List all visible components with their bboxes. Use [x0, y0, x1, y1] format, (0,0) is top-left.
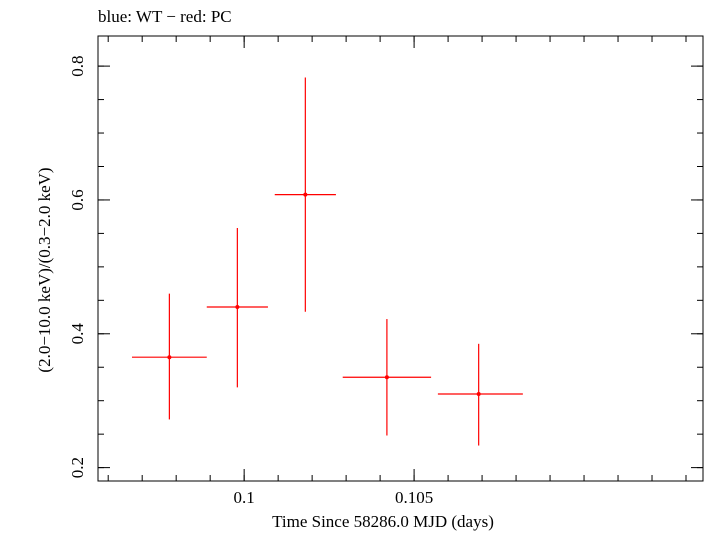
data-series	[131, 77, 523, 446]
data-point	[235, 305, 240, 310]
y-tick-label: 0.4	[68, 323, 87, 345]
axis-ticks	[98, 36, 703, 481]
plot-frame	[97, 35, 704, 482]
x-axis-label: Time Since 58286.0 MJD (days)	[272, 512, 494, 531]
data-point	[384, 375, 389, 380]
y-tick-label: 0.8	[68, 55, 87, 76]
chart-title: blue: WT − red: PC	[98, 7, 232, 26]
y-tick-label: 0.6	[68, 189, 87, 210]
x-tick-label: 0.1	[234, 488, 255, 507]
series-pc	[131, 77, 523, 446]
data-point	[167, 355, 172, 360]
data-point	[476, 392, 481, 397]
x-tick-label: 0.105	[395, 488, 433, 507]
y-axis-label: (2.0−10.0 keV)/(0.3−2.0 keV)	[35, 167, 54, 372]
data-point	[303, 192, 308, 197]
axis-tick-labels: 0.1 0.105 0.2 0.4 0.6 0.8	[68, 55, 433, 507]
y-tick-label: 0.2	[68, 457, 87, 478]
